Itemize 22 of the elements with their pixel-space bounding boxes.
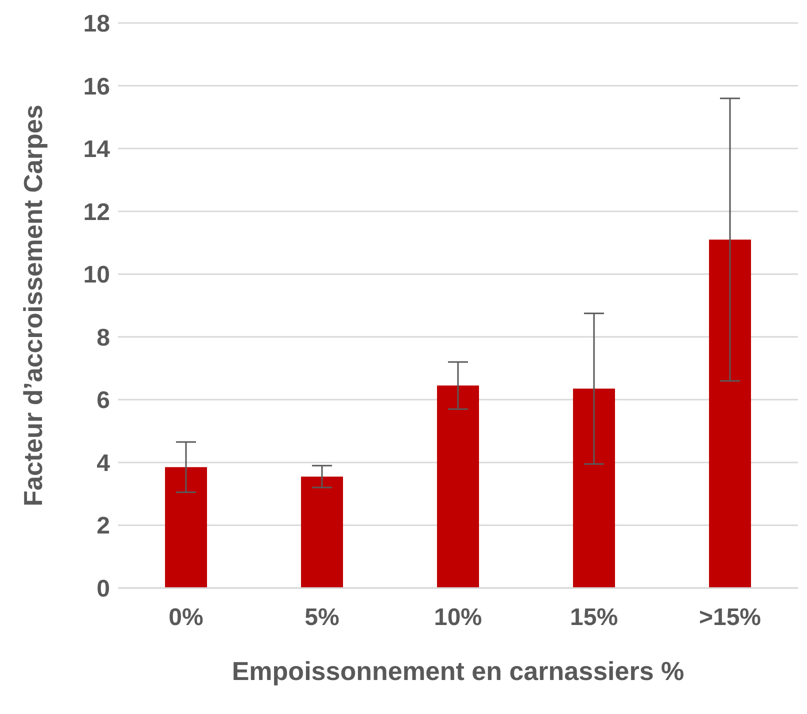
- y-tick-label: 4: [96, 450, 111, 477]
- x-axis-title: Empoissonnement en carnassiers %: [232, 656, 684, 686]
- x-tick-label: 0%: [168, 604, 204, 632]
- y-tick-label: 14: [83, 136, 111, 164]
- y-tick-label: 8: [96, 324, 110, 352]
- y-tick-label: 10: [83, 262, 110, 289]
- bar: [301, 476, 343, 588]
- bar: [573, 388, 615, 588]
- y-tick-label: 12: [83, 198, 110, 226]
- y-tick-label: 0: [96, 576, 110, 603]
- bar: [165, 467, 207, 588]
- bar: [437, 386, 479, 588]
- y-tick-label: 6: [96, 387, 110, 414]
- bar: [709, 240, 751, 588]
- x-tick-label: 5%: [304, 604, 340, 632]
- y-tick-label: 2: [96, 512, 110, 540]
- y-tick-label: 18: [83, 10, 110, 38]
- y-axis-title: Facteur d’accroissement Carpes: [18, 104, 48, 506]
- x-tick-label: 15%: [570, 604, 618, 632]
- x-tick-label: 10%: [434, 604, 482, 632]
- y-tick-label: 16: [83, 73, 110, 100]
- x-tick-label: >15%: [698, 604, 762, 632]
